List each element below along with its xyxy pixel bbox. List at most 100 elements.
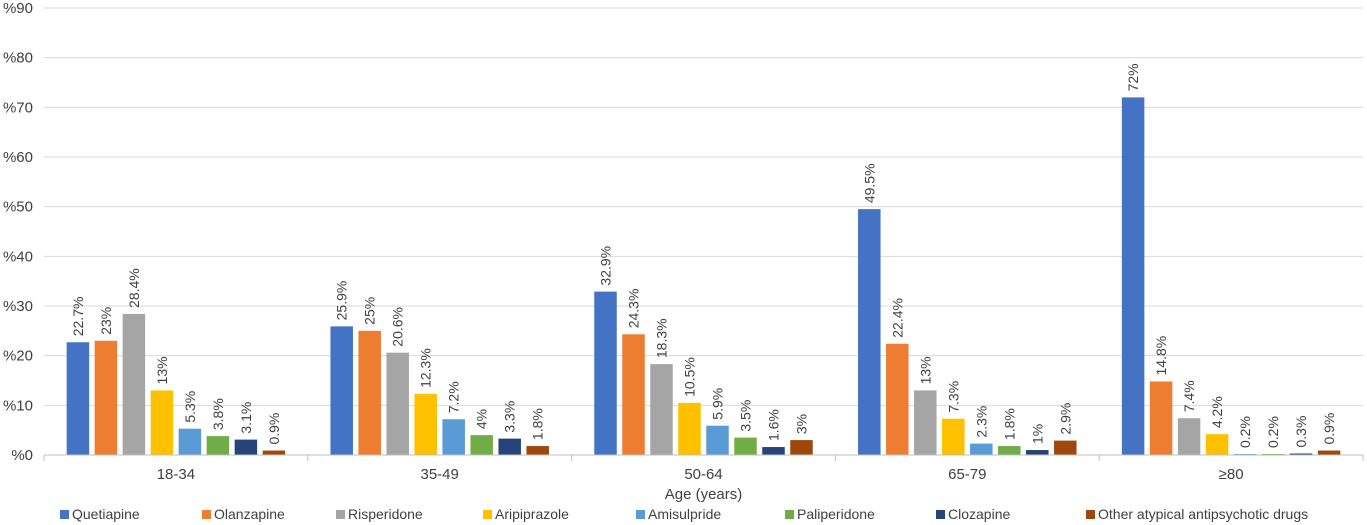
y-tick-label: %90 — [3, 0, 33, 17]
y-tick-label: %70 — [3, 99, 33, 116]
bar — [386, 352, 409, 455]
data-label: 18.3% — [654, 318, 670, 358]
bar — [234, 439, 258, 455]
bar — [1149, 381, 1173, 455]
data-label: 0.2% — [1265, 416, 1281, 448]
data-label: 22.4% — [889, 298, 905, 338]
data-label: 2.9% — [1057, 403, 1073, 435]
bar — [178, 428, 202, 455]
legend-label: Paliperidone — [797, 506, 875, 522]
data-label: 7.3% — [945, 381, 961, 413]
data-label: 2.3% — [973, 406, 989, 438]
bar — [1205, 434, 1229, 455]
data-label: 28.4% — [126, 268, 142, 308]
data-label: 3.8% — [210, 398, 226, 430]
bar — [470, 435, 493, 455]
legend-label: Other atypical antipsychotic drugs — [1098, 506, 1308, 522]
legend: Quetiapine Olanzapine Risperidone Aripipraz… — [60, 506, 1308, 522]
legend-label: Quetiapine — [72, 506, 140, 522]
bar — [1026, 450, 1049, 455]
bar — [734, 437, 757, 455]
data-label: 14.8% — [1153, 336, 1169, 376]
bar — [1054, 440, 1077, 455]
bar — [262, 450, 286, 455]
data-label: 1% — [1029, 424, 1045, 444]
data-label: 3.5% — [738, 400, 754, 432]
bar — [1317, 450, 1341, 455]
legend-label: Olanzapine — [214, 506, 285, 522]
legend-swatch — [936, 510, 945, 519]
bar — [914, 390, 937, 455]
data-label: 49.5% — [861, 163, 877, 203]
bar — [650, 364, 673, 455]
legend-label: Clozapine — [948, 506, 1010, 522]
bar — [942, 418, 965, 455]
data-label: 0.9% — [1321, 413, 1337, 445]
y-axis-ticks: %0 %10 %20 %30 %40 %50 %60 %70 %80 %90 — [3, 0, 33, 464]
x-tick-label: 50-64 — [684, 466, 722, 483]
bar — [358, 330, 381, 455]
bar — [970, 443, 993, 455]
data-label: 10.5% — [682, 357, 698, 397]
y-tick-label: %80 — [3, 50, 33, 67]
bar — [442, 419, 465, 455]
bar — [998, 446, 1021, 455]
data-label: 25% — [362, 297, 378, 325]
bar — [206, 436, 230, 455]
x-axis-ticks: 18-34 35-49 50-64 65-79 ≥80 — [43, 455, 1364, 483]
y-tick-label: %60 — [3, 149, 33, 166]
bar — [498, 438, 521, 455]
bar — [1121, 97, 1145, 456]
bar — [886, 343, 909, 455]
legend-swatch — [785, 510, 794, 519]
x-tick-label: ≥80 — [1219, 466, 1244, 483]
data-label: 1.6% — [766, 409, 782, 441]
data-labels: 22.7% 23% 28.4% 13% 5.3% 3.8% 3.1% 0.9% 25.9% 25%… — [70, 63, 1337, 448]
y-tick-label: %30 — [3, 298, 33, 315]
data-label: 22.7% — [70, 297, 86, 337]
legend-swatch — [636, 510, 645, 519]
data-label: 4.2% — [1209, 396, 1225, 428]
legend-swatch — [483, 510, 492, 519]
data-label: 0.9% — [266, 413, 282, 445]
y-tick-label: %50 — [3, 199, 33, 216]
legend-swatch — [336, 510, 345, 519]
bar — [594, 291, 617, 455]
bar — [858, 209, 881, 455]
gridlines — [44, 7, 1363, 406]
data-label: 13% — [154, 356, 170, 384]
bar — [706, 425, 729, 455]
bars — [66, 97, 1341, 456]
bar — [622, 334, 645, 455]
data-label: 7.4% — [1181, 380, 1197, 412]
legend-label: Aripiprazole — [495, 506, 569, 522]
bar — [1289, 453, 1313, 455]
data-label: 0.2% — [1237, 416, 1253, 448]
x-tick-label: 35-49 — [421, 466, 459, 483]
data-label: 7.2% — [446, 381, 462, 413]
x-tick-label: 18-34 — [157, 466, 195, 483]
x-tick-label: 65-79 — [948, 466, 986, 483]
legend-label: Risperidone — [348, 506, 423, 522]
data-label: 0.3% — [1293, 416, 1309, 448]
data-label: 1.8% — [530, 408, 546, 440]
y-tick-label: %10 — [3, 397, 33, 414]
bar — [1177, 418, 1201, 455]
data-label: 23% — [98, 307, 114, 335]
data-label: 32.9% — [598, 246, 614, 286]
data-label: 24.3% — [626, 289, 642, 329]
data-label: 3% — [794, 414, 810, 434]
bar — [414, 393, 437, 455]
x-axis-title: Age (years) — [665, 486, 743, 503]
data-label: 3.3% — [502, 401, 518, 433]
data-label: 5.3% — [182, 391, 198, 423]
data-label: 12.3% — [418, 348, 434, 388]
data-label: 3.1% — [238, 402, 254, 434]
y-tick-label: %20 — [3, 348, 33, 365]
bar — [150, 390, 174, 455]
data-label: 5.9% — [710, 388, 726, 420]
bar — [94, 340, 118, 455]
y-tick-label: %0 — [11, 447, 33, 464]
bar — [790, 440, 813, 455]
